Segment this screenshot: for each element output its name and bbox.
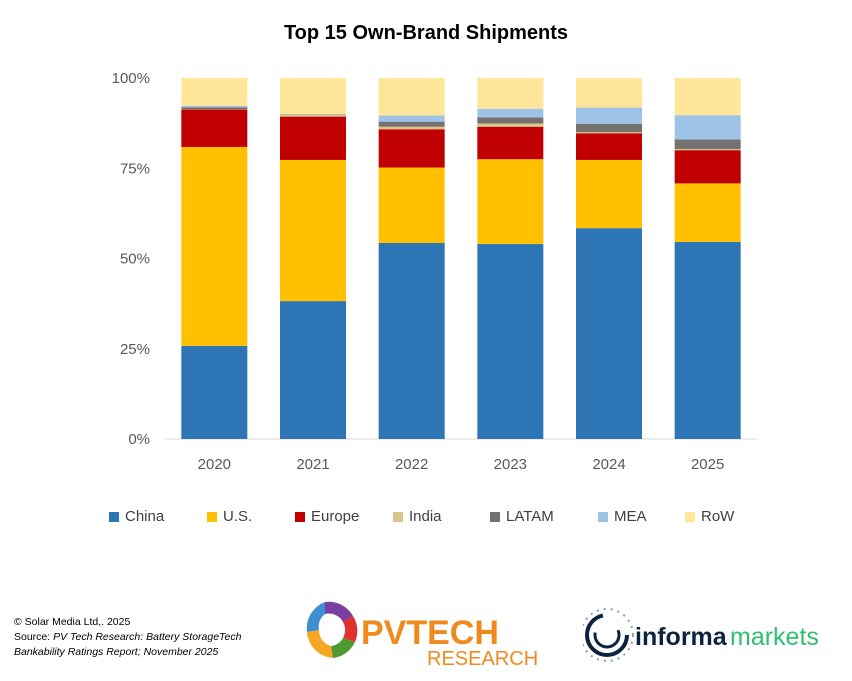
legend-label: LATAM (506, 508, 554, 525)
bar-india-2023 (477, 123, 544, 127)
bar-india-2021 (280, 114, 346, 117)
footer-source: © Solar Media Ltd,. 2025 Source: PV Tech… (14, 615, 241, 660)
x-tick-label: 2025 (691, 456, 724, 473)
bar-us-2024 (576, 159, 642, 229)
legend-label: U.S. (223, 508, 253, 525)
bar-mea-2024 (576, 107, 642, 124)
bar-india-2025 (674, 149, 741, 151)
legend-item-us: U.S. (207, 508, 252, 525)
legend-label: China (125, 508, 165, 525)
bar-latam-2025 (674, 139, 741, 150)
pvtech-text: PVTECH (361, 614, 499, 652)
bar-europe-2025 (674, 150, 741, 184)
legend-item-row: RoW (685, 508, 734, 525)
source-report: Bankability Ratings Report; November 202… (14, 646, 219, 658)
legend: China U.S. Europe India LATAM MEA RoW (0, 508, 852, 530)
informa-circle-icon (583, 608, 634, 662)
bar-us-2022 (378, 167, 445, 243)
bar-latam-2022 (378, 121, 445, 127)
bar-us-2021 (280, 159, 346, 302)
pvtech-sub: RESEARCH (427, 648, 538, 668)
legend-swatch (207, 511, 217, 522)
legend-swatch (490, 511, 500, 522)
bar-china-2020 (181, 345, 248, 439)
bar-row-2025 (674, 78, 741, 116)
y-tick-label: 100% (112, 70, 150, 87)
legend-swatch (685, 511, 695, 522)
bar-europe-2022 (378, 129, 445, 168)
legend-swatch (598, 511, 608, 522)
legend-item-china: China (109, 508, 164, 525)
bar-china-2024 (576, 228, 642, 439)
pvtech-research-logo: PVTECH RESEARCH (306, 601, 538, 668)
bar-us-2025 (674, 183, 741, 242)
legend-label: India (409, 508, 442, 525)
y-tick-label: 0% (128, 431, 150, 448)
bar-mea-2025 (674, 115, 741, 140)
legend-label: Europe (311, 508, 360, 525)
legend-item-india: India (393, 508, 442, 525)
source-line: Source: PV Tech Research: Battery Storag… (14, 630, 241, 645)
legend-label: RoW (701, 508, 735, 525)
x-tick-label: 2021 (296, 456, 329, 473)
y-tick-label: 50% (120, 251, 150, 268)
source-title: PV Tech Research: Battery StorageTech (53, 631, 242, 643)
pvtech-ring-icon (306, 601, 358, 658)
y-tick-label: 75% (120, 160, 150, 177)
bar-india-2022 (378, 126, 445, 130)
x-tick-label: 2020 (198, 456, 231, 473)
stacked-bar-chart: 0% 25% 50% 75% 100% 2020 2021 2022 2023 2024 2025 (112, 70, 757, 473)
informa-text: informa (635, 623, 728, 651)
legend-swatch (109, 511, 119, 522)
bar-china-2021 (280, 301, 346, 439)
legend-item-europe: Europe (295, 508, 359, 525)
bar-latam-2023 (477, 117, 544, 124)
legend-item-mea: MEA (598, 508, 647, 525)
bar-europe-2020 (181, 109, 248, 147)
bar-china-2025 (674, 241, 741, 439)
source-prefix: Source: (14, 631, 54, 643)
legend-label: MEA (614, 508, 647, 525)
bar-row-2020 (181, 78, 248, 106)
bar-china-2022 (378, 242, 445, 439)
informa-markets-logo: informa markets (583, 608, 819, 662)
bar-europe-2024 (576, 133, 642, 160)
bar-europe-2023 (477, 126, 544, 160)
bar-latam-2024 (576, 123, 642, 133)
bar-row-2023 (477, 78, 544, 109)
y-tick-label: 25% (120, 341, 150, 358)
x-tick-label: 2024 (592, 456, 625, 473)
x-tick-label: 2022 (395, 456, 428, 473)
copyright: © Solar Media Ltd,. 2025 (14, 616, 131, 628)
bar-row-2021 (280, 78, 346, 115)
bar-latam-2020 (181, 107, 248, 110)
bar-us-2020 (181, 146, 248, 346)
chart-title: Top 15 Own-Brand Shipments (283, 22, 569, 44)
markets-text: markets (730, 623, 819, 651)
bar-china-2023 (477, 244, 544, 439)
legend-item-latam: LATAM (490, 508, 554, 525)
bar-mea-2022 (378, 115, 445, 122)
bar-europe-2021 (280, 116, 346, 160)
legend-swatch (295, 511, 305, 522)
bar-row-2022 (378, 78, 445, 116)
bar-mea-2023 (477, 108, 544, 118)
bar-us-2023 (477, 159, 544, 245)
bar-india-2024 (576, 132, 642, 134)
legend-swatch (393, 511, 403, 522)
bar-row-2024 (576, 78, 642, 108)
bar-mea-2020 (181, 105, 248, 108)
x-tick-label: 2023 (494, 456, 527, 473)
